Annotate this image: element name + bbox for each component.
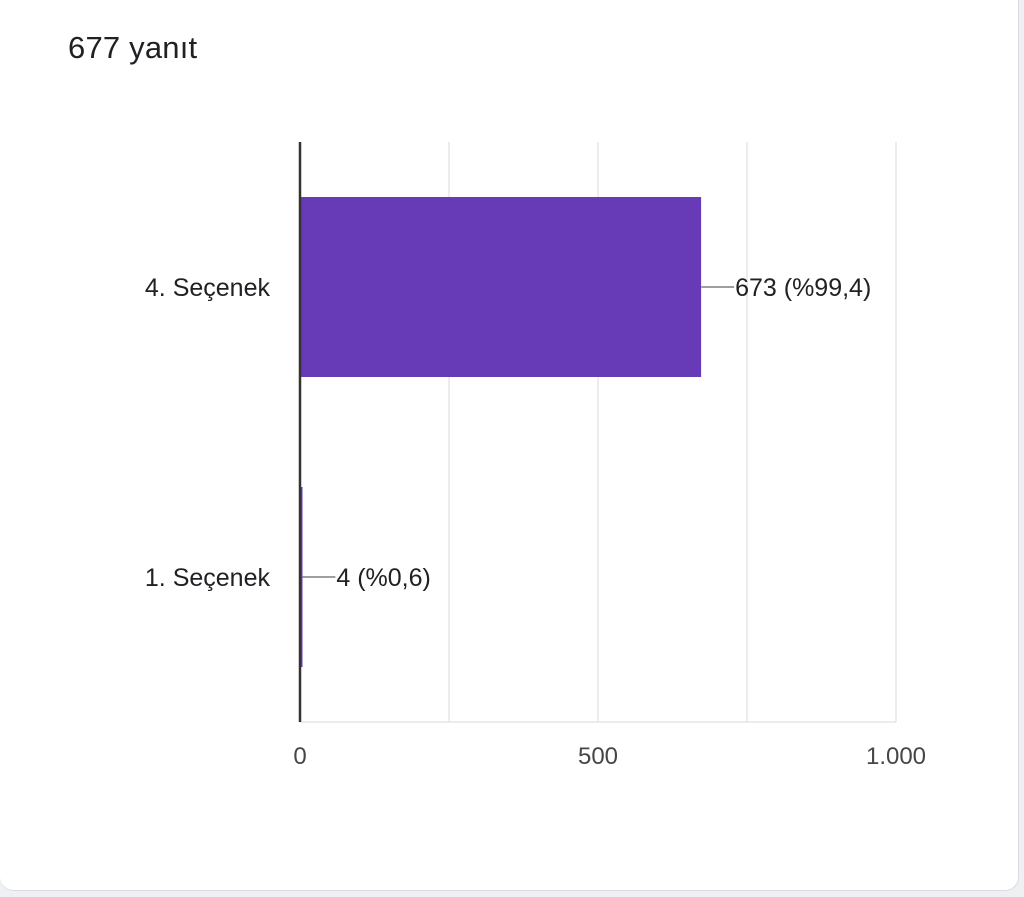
bar-0: [300, 197, 702, 377]
data-label-1: 4 (%0,6): [336, 564, 430, 592]
category-label-1: 1. Seçenek: [145, 564, 271, 592]
data-label-0: 673 (%99,4): [735, 274, 871, 302]
category-label-0: 4. Seçenek: [145, 274, 271, 302]
x-tick-label-0: 0: [293, 743, 306, 770]
response-count: 677 yanıt: [68, 30, 198, 65]
x-tick-label-4: 1.000: [866, 743, 926, 770]
x-tick-label-2: 500: [578, 743, 618, 770]
